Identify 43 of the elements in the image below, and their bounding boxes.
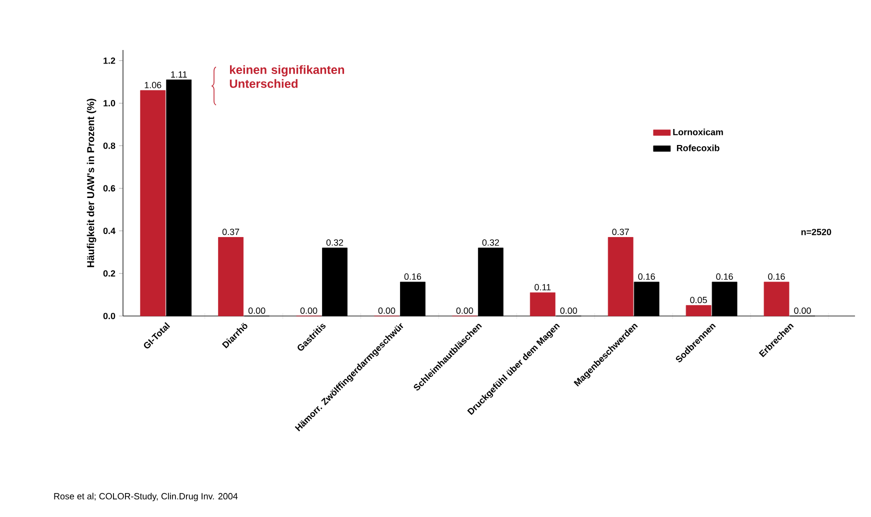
bar xyxy=(478,248,504,316)
bar xyxy=(322,248,348,316)
data-label: 0.32 xyxy=(482,239,499,246)
bar xyxy=(608,237,634,316)
data-label: 0.00 xyxy=(560,307,578,314)
y-tick-label: 0.4 xyxy=(103,228,116,234)
legend-label: Lornoxicam xyxy=(673,128,723,136)
data-label: 0.16 xyxy=(716,273,733,280)
y-tick-label: 1.2 xyxy=(104,58,116,64)
data-label: 1.06 xyxy=(144,82,162,88)
bar xyxy=(140,90,166,316)
bar xyxy=(166,80,192,316)
legend-label: Rofecoxib xyxy=(676,144,720,152)
data-label: 0.00 xyxy=(248,307,266,314)
y-axis-title: Häufigkeit der UAW's in Prozent (%) xyxy=(86,98,96,268)
bar xyxy=(634,282,660,316)
bar xyxy=(764,282,790,316)
y-tick-label: 0.0 xyxy=(103,312,116,320)
bar xyxy=(400,282,426,316)
data-label: 0.05 xyxy=(690,296,707,304)
data-label: 0.16 xyxy=(768,273,785,280)
y-tick-label: 1.0 xyxy=(104,100,116,106)
data-label: 1.11 xyxy=(171,71,187,78)
y-tick-label: 0.2 xyxy=(103,270,116,277)
data-label: 0.16 xyxy=(638,273,655,280)
data-label: 0.00 xyxy=(456,307,474,314)
y-tick-label: 0.6 xyxy=(103,185,116,192)
data-label: 0.11 xyxy=(534,284,551,290)
data-label: 0.16 xyxy=(404,273,422,280)
annotation: keinen signifikanten Unterschied xyxy=(230,65,344,88)
bar xyxy=(218,237,244,316)
bar xyxy=(712,282,738,316)
data-label: 0.32 xyxy=(326,239,344,246)
data-label: 0.00 xyxy=(378,307,396,314)
bar xyxy=(686,305,712,316)
data-label: 0.37 xyxy=(612,228,629,236)
data-label: 0.37 xyxy=(222,228,240,236)
annotation: n=2520 xyxy=(801,228,832,236)
y-tick-label: 0.8 xyxy=(103,142,116,149)
data-label: 0.00 xyxy=(794,307,811,314)
text: Rose et al; COLOR-Study, Clin.Drug Inv. 2004 xyxy=(54,492,238,502)
bar xyxy=(530,292,556,316)
data-label: 0.00 xyxy=(300,307,318,314)
